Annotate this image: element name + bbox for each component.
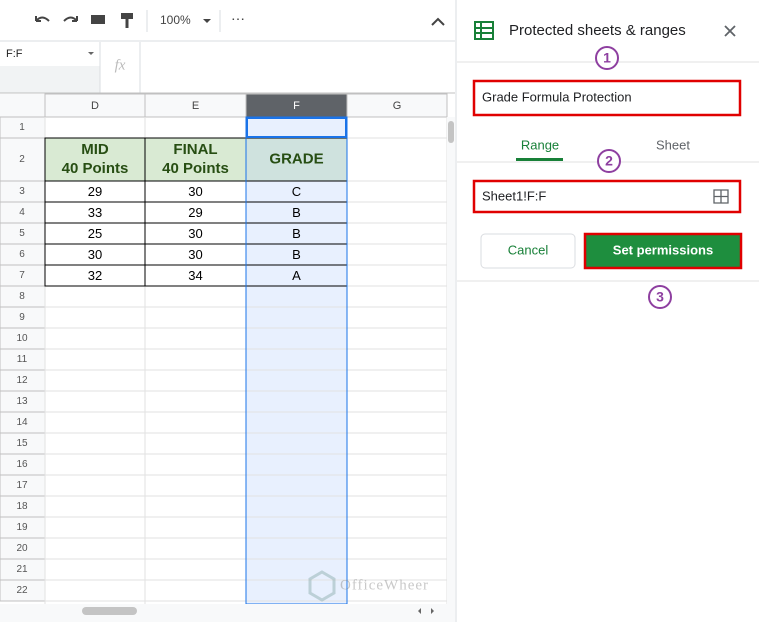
watermark-text: OfficeWheer xyxy=(340,577,429,593)
row-number: 16 xyxy=(16,459,28,470)
range-text: Sheet1!F:F xyxy=(482,188,546,203)
step-marker xyxy=(648,285,672,309)
row-number: 2 xyxy=(19,154,25,165)
row-header[interactable] xyxy=(0,137,46,182)
row-number: 8 xyxy=(19,291,25,302)
select-range-icon[interactable] xyxy=(713,189,729,204)
row-number: 5 xyxy=(19,228,25,239)
row-number: 19 xyxy=(16,522,28,533)
name-box-bg xyxy=(0,66,100,93)
cell-value: C xyxy=(292,184,301,199)
header-cell[interactable] xyxy=(44,137,146,182)
row-number: 1 xyxy=(19,122,25,133)
sheets-icon-lines xyxy=(475,22,493,39)
header-text: 40 Points xyxy=(162,160,229,177)
name-box[interactable] xyxy=(0,42,100,66)
cell-value: A xyxy=(292,268,301,283)
step-number: 2 xyxy=(605,153,613,169)
row-number: 11 xyxy=(17,354,28,365)
cell-value: 25 xyxy=(88,226,102,241)
cell-value: 30 xyxy=(188,226,202,241)
h-scroll-track xyxy=(0,604,455,622)
sheet-tab[interactable]: Sheet xyxy=(656,137,690,152)
cell-value: 30 xyxy=(188,247,202,262)
column-header[interactable] xyxy=(346,93,448,118)
cancel-label: Cancel xyxy=(508,242,549,257)
column-label: E xyxy=(192,100,199,112)
h-scroll-thumb[interactable] xyxy=(82,607,137,615)
row-number: 6 xyxy=(19,249,25,260)
close-button[interactable] xyxy=(724,25,736,37)
header-cell[interactable] xyxy=(144,137,247,182)
v-scroll-track xyxy=(447,117,455,604)
active-cell xyxy=(246,117,347,138)
row-number: 3 xyxy=(19,186,25,197)
redo-icon[interactable] xyxy=(63,16,78,22)
row-number: 22 xyxy=(16,585,28,596)
name-box-text: F:F xyxy=(6,48,23,60)
cell-value: 29 xyxy=(188,205,202,220)
row-number: 18 xyxy=(16,501,28,512)
name-box-dropdown[interactable] xyxy=(88,52,94,55)
cell-value: 30 xyxy=(88,247,102,262)
fx-icon: fx xyxy=(115,57,126,73)
header-cell[interactable] xyxy=(245,137,348,182)
description-text: Grade Formula Protection xyxy=(482,89,632,104)
cell-value: B xyxy=(292,247,301,262)
row-number: 20 xyxy=(16,543,28,554)
collapse-button[interactable] xyxy=(431,17,445,26)
header-text: FINAL xyxy=(173,141,217,158)
row-number: 17 xyxy=(16,480,28,491)
row-number: 15 xyxy=(16,438,28,449)
paint-format-icon[interactable] xyxy=(121,13,133,19)
cell-value: 34 xyxy=(188,268,202,283)
sheets-icon xyxy=(474,21,494,40)
step-marker xyxy=(595,46,619,70)
cell-value: 30 xyxy=(188,184,202,199)
row-number: 10 xyxy=(16,333,28,344)
row-number: 7 xyxy=(19,270,25,281)
description-input[interactable] xyxy=(472,79,742,117)
cell-value: 33 xyxy=(88,205,102,220)
row-number: 21 xyxy=(16,564,28,575)
cell-value: B xyxy=(292,226,301,241)
cell-value: B xyxy=(292,205,301,220)
print-icon[interactable] xyxy=(91,15,105,24)
sheets-icon-frame xyxy=(474,21,494,40)
header-text: MID xyxy=(81,141,109,158)
set-permissions-label: Set permissions xyxy=(613,242,713,257)
zoom-dropdown[interactable] xyxy=(203,19,211,23)
range-tab-underline xyxy=(516,158,563,161)
cell-value: 29 xyxy=(88,184,102,199)
v-scroll-thumb[interactable] xyxy=(448,121,454,143)
set-permissions-button[interactable] xyxy=(583,232,743,270)
watermark-logo xyxy=(308,570,336,602)
range-input[interactable] xyxy=(472,179,742,214)
cell-value: 32 xyxy=(88,268,102,283)
panel-title: Protected sheets & ranges xyxy=(509,22,686,39)
range-tab[interactable]: Range xyxy=(521,137,559,152)
column-label: G xyxy=(393,100,402,112)
row-number: 9 xyxy=(19,312,25,323)
row-number: 14 xyxy=(16,417,28,428)
step-number: 1 xyxy=(603,50,611,66)
cancel-button[interactable] xyxy=(480,233,576,269)
watermark: OfficeWheer xyxy=(308,570,429,602)
header-text: 40 Points xyxy=(62,160,129,177)
zoom[interactable]: 100% xyxy=(160,13,191,27)
row-number: 12 xyxy=(16,375,28,386)
undo-icon[interactable] xyxy=(35,16,50,22)
row-number: 4 xyxy=(19,207,25,218)
step-marker xyxy=(597,149,621,173)
row-number: 13 xyxy=(16,396,28,407)
step-number: 3 xyxy=(656,289,664,305)
more-button[interactable]: ⋯ xyxy=(231,11,245,27)
toolbar xyxy=(0,0,455,41)
column-label: F xyxy=(293,100,300,112)
column-label: D xyxy=(91,100,99,112)
header-text: GRADE xyxy=(269,150,323,167)
